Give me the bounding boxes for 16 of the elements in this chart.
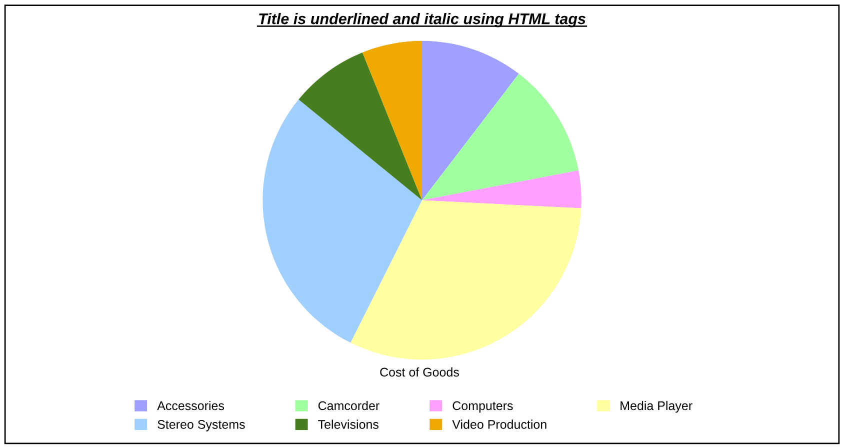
pie-slice — [362, 40, 422, 200]
legend-label: Camcorder — [318, 400, 380, 410]
chart-title: Title is underlined and italic using HTML tags — [259, 12, 586, 28]
legend-label: Video Production — [452, 420, 546, 429]
text: Cost of Goods — [380, 367, 459, 377]
legend-label: Media Player — [620, 400, 692, 413]
legend-label: Televisions — [318, 420, 378, 429]
pie-slice — [422, 170, 582, 208]
legend-label: Computers — [452, 401, 513, 413]
legend-label: Stereo Systems — [158, 420, 245, 432]
pie-slice — [262, 99, 422, 343]
pie-slice — [422, 40, 519, 200]
pie-slice — [350, 200, 582, 360]
pie-slice — [298, 52, 422, 200]
legend-label: Accessories — [157, 400, 224, 410]
pie-slice — [422, 74, 579, 200]
